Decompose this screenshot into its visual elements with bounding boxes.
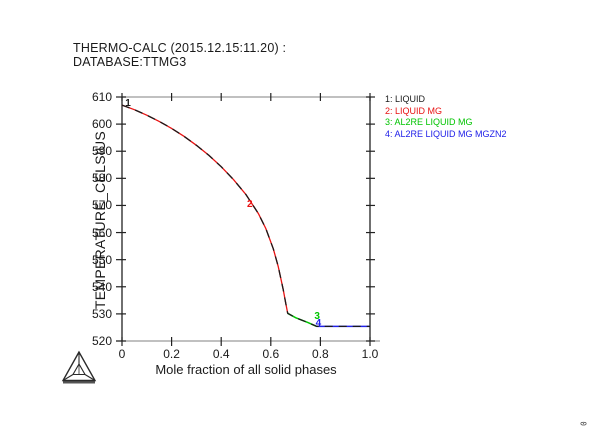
y-tick-label: 550 bbox=[91, 252, 112, 267]
y-tick-label: 530 bbox=[91, 306, 112, 321]
legend-item: 2: LIQUID MG bbox=[385, 105, 443, 116]
curve-label-1: 1 bbox=[125, 97, 131, 109]
x-tick-label: 1.0 bbox=[361, 347, 379, 361]
x-tick-label: 0.8 bbox=[312, 347, 329, 361]
curve-label-4: 4 bbox=[315, 317, 322, 329]
y-tick-label: 540 bbox=[91, 279, 112, 294]
curve-1-liquid bbox=[121, 104, 370, 328]
legend-item: 4: AL2RE LIQUID MG MGZN2 bbox=[385, 128, 507, 139]
curve-2-liquid-mg bbox=[121, 104, 289, 314]
y-axis-title: TEMPERATURE_CELSIUS bbox=[92, 130, 108, 310]
x-tick-label: 0 bbox=[118, 347, 126, 361]
x-tick-label: 0.2 bbox=[163, 347, 180, 361]
header-line2: DATABASE:TTMG3 bbox=[73, 55, 187, 69]
y-tick-label: 610 bbox=[91, 90, 112, 104]
legend: 1: LIQUID 2: LIQUID MG 3: AL2RE LIQUID MG 4… bbox=[385, 94, 507, 140]
y-tick-label: 520 bbox=[91, 334, 112, 348]
x-tick-label: 0.4 bbox=[212, 347, 230, 361]
curve-label-3: 3 bbox=[314, 311, 320, 323]
output-stamp-text: output by user mcmuser3or. 2015.12.15:11… bbox=[579, 421, 588, 426]
y-tick-label: 600 bbox=[91, 117, 112, 132]
curve-label-2: 2 bbox=[246, 199, 253, 211]
legend-item: 3: AL2RE LIQUID MG bbox=[385, 117, 473, 127]
y-tick-label: 580 bbox=[91, 171, 112, 186]
legend-item: 1: LIQUID bbox=[385, 94, 426, 104]
y-tick-label: 560 bbox=[91, 225, 112, 240]
header-line1: THERMO-CALC (2015.12.15:11.20) : bbox=[73, 41, 287, 55]
plot-header: THERMO-CALC (2015.12.15:11.20) : DATABASE… bbox=[73, 41, 286, 69]
plot-area bbox=[116, 93, 380, 346]
x-axis-title: Mole fraction of all solid phases bbox=[155, 362, 337, 377]
y-tick-label: 570 bbox=[91, 198, 112, 213]
y-tick-label: 590 bbox=[91, 144, 112, 159]
x-tick-label: 0.6 bbox=[262, 347, 280, 361]
thermocalc-logo-icon bbox=[61, 350, 97, 384]
